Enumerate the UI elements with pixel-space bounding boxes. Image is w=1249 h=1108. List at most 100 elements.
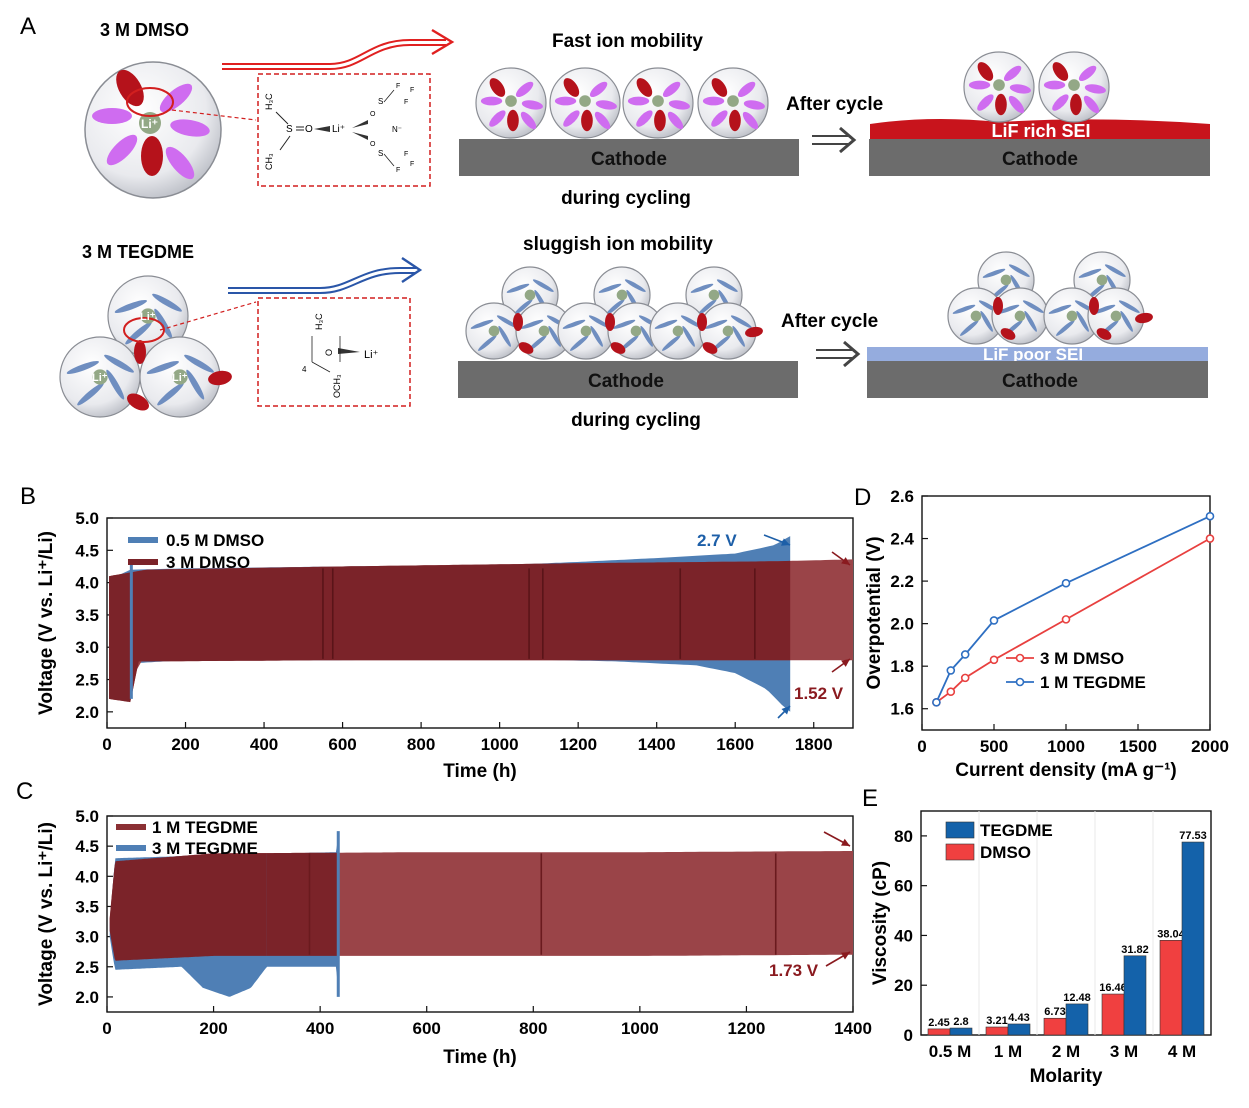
lif-poor-label: LiF poor SEI (983, 345, 1083, 364)
glyme-chain (1008, 264, 1030, 277)
data-point (989, 616, 999, 625)
x-tick-label: 1500 (1119, 737, 1157, 756)
bar-tegdme-2M (1065, 1003, 1089, 1036)
li-ion-dot (672, 325, 684, 337)
tegdme-cluster-large: Li⁺ Li⁺ Li⁺ (59, 275, 232, 418)
y-axis-title-d: Overpotential (V) (864, 536, 885, 689)
y-tick-label: 0 (904, 1026, 913, 1045)
panel-b-chart: B 0 200 400 600 800 1000 1200 1400 1600 1800 2.0 2.… (20, 483, 854, 782)
glyme-chain (1078, 268, 1102, 278)
panel-d-chart: D 0 500 1000 1500 2000 1.6 1.8 2.0 2.2 2.4 2.6 3 M … (854, 484, 1229, 781)
solvent-ellipse (1078, 65, 1097, 82)
anion-ellipse (134, 340, 146, 364)
bar-tegdme-4M (1181, 841, 1205, 1036)
data-point (960, 673, 970, 683)
annotation-arrow-red-bottom-head (841, 659, 850, 667)
li-ion-dot (630, 325, 642, 337)
solvent-ellipse (627, 96, 650, 106)
glyme-chain (186, 369, 205, 400)
glyme-chain (478, 335, 497, 351)
solvent-ellipse (968, 80, 991, 90)
solvent-ellipse (1084, 84, 1106, 94)
solvent-ellipse (1008, 95, 1025, 114)
glyme-chain (960, 320, 979, 336)
glyme-chain (146, 360, 179, 375)
anion-ellipse (1096, 328, 1112, 340)
anion-ellipse (581, 109, 593, 132)
glyme-chain (1056, 320, 1075, 336)
red-arrow (222, 28, 455, 70)
solvent-ellipse (743, 100, 765, 110)
solvent-ellipse (520, 111, 537, 130)
anion-ellipse (745, 326, 763, 338)
glyme-chain (590, 325, 603, 347)
anion-ellipse (636, 78, 653, 97)
y-tick-label: 4.0 (75, 574, 99, 593)
dmso-molecule-box: H₃C S CH₃ O Li⁺ S S N⁻ O O F F F F F F (257, 73, 431, 187)
bar-value-label: 3.21 (986, 1015, 1007, 1027)
solvent-ellipse (742, 111, 759, 130)
x-tick-label: 1800 (795, 735, 833, 754)
legend-label-tegdme: TEGDME (980, 821, 1053, 840)
glyme-chain (620, 335, 639, 351)
y-tick-label: 5.0 (75, 807, 99, 826)
x-tick-label: 200 (171, 735, 199, 754)
li-ion-dot (538, 325, 550, 337)
series-band-1m-tegdme-mid (266, 852, 339, 956)
mol-s-lower: S (378, 149, 383, 158)
y-tick-label: 2.5 (75, 671, 99, 690)
y-axis-title-c: Voltage (V vs. Li⁺/Li) (36, 822, 57, 1006)
x-tick-label: 1400 (638, 735, 676, 754)
anion-ellipse (729, 109, 741, 132)
li-ion-dot (722, 325, 734, 337)
solvent-ellipse (662, 81, 681, 98)
tegdme-o-label: O (324, 349, 334, 356)
y-tick-label: 5.0 (75, 509, 99, 528)
li-ion-label: Li⁺ (140, 311, 156, 323)
li-ion-dot (92, 369, 108, 385)
anion-ellipse (208, 370, 232, 386)
tegdme-och3-label: OCH₃ (332, 374, 342, 398)
x-tick-label: 2000 (1191, 737, 1229, 756)
x-axis-title-d: Current density (mA g⁻¹) (955, 760, 1177, 781)
li-ion-dot (993, 79, 1005, 91)
y-tick-label: 2.0 (890, 615, 914, 634)
glyme-chain (157, 382, 184, 406)
glyme-chain (982, 268, 1006, 278)
glyme-chain (532, 279, 554, 292)
x-tick-label: 200 (199, 1019, 227, 1038)
glyme-chain (730, 315, 752, 328)
glyme-chain (66, 360, 99, 375)
bar-value-label: 31.82 (1121, 944, 1149, 956)
mol-h3c-label: H₃C (264, 93, 274, 110)
glyme-chain (77, 382, 104, 406)
glyme-chain (980, 310, 993, 332)
mol-f-1: F (396, 83, 400, 90)
tegdme-sub4: 4 (302, 365, 307, 374)
glyme-chain (498, 325, 511, 347)
bar-dmso-4M (1159, 940, 1183, 1036)
x-tick-label: 0 (102, 735, 111, 754)
li-ion-label: Li⁺ (172, 372, 188, 384)
li-ion-dot (1110, 310, 1122, 322)
data-point (1061, 615, 1071, 624)
legend-label-3m-dmso: 3 M DMSO (166, 553, 250, 572)
anion-ellipse (1135, 312, 1153, 324)
x-tick-label: 3 M (1110, 1042, 1138, 1061)
y-tick-label: 3.0 (75, 638, 99, 657)
x-tick-label: 1600 (716, 735, 754, 754)
solvent-ellipse (521, 100, 543, 110)
during-cycling-label-2: during cycling (571, 410, 701, 431)
glyme-chain (606, 299, 625, 315)
mol-f-4: F (396, 167, 400, 174)
li-ion-dot (505, 95, 517, 107)
solvent-ellipse (1009, 84, 1031, 94)
glyme-chain (680, 315, 702, 328)
mol-s-label: S (286, 124, 293, 135)
zoom-connector-line-2 (159, 301, 257, 331)
li-ion-dot (1000, 274, 1012, 286)
y-tick-label: 2.5 (75, 958, 99, 977)
glyme-chain (1104, 264, 1126, 277)
bar-value-label: 16.46 (1099, 982, 1127, 994)
